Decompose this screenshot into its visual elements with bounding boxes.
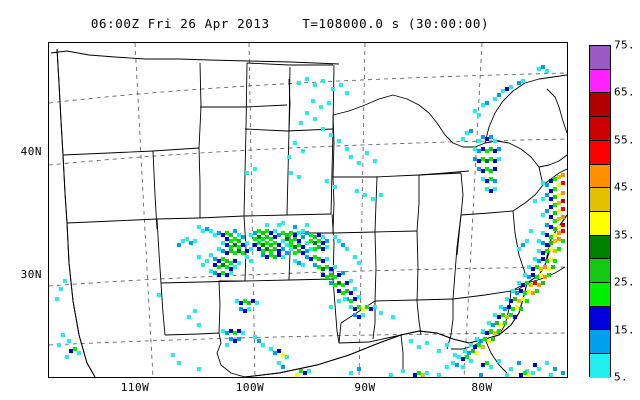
state-boundaries bbox=[51, 49, 567, 377]
colorbar[interactable] bbox=[589, 45, 611, 377]
page-title: 06:00Z Fri 26 Apr 2013 T=108000.0 s (30:… bbox=[0, 16, 580, 31]
colorbar-band-45-50 bbox=[590, 165, 610, 189]
colorbar-band-50-55 bbox=[590, 141, 610, 165]
x-tick-label-1: 100W bbox=[220, 381, 280, 394]
map-canvas bbox=[49, 43, 567, 377]
map-plot-area bbox=[48, 42, 568, 378]
colorbar-tick-55: 55. bbox=[614, 133, 635, 146]
echo-texas-gulf bbox=[55, 279, 565, 377]
colorbar-band-55-60 bbox=[590, 117, 610, 141]
colorbar-band-15-20 bbox=[590, 307, 610, 331]
colorbar-band-35-40 bbox=[590, 212, 610, 236]
graticule-lines bbox=[49, 43, 567, 377]
colorbar-band-40-45 bbox=[590, 188, 610, 212]
colorbar-tick-5: 5. bbox=[614, 371, 628, 384]
colorbar-tick-15: 15. bbox=[614, 323, 635, 336]
x-tick-label-0: 110W bbox=[105, 381, 165, 394]
colorbar-tick-75: 75. bbox=[614, 39, 635, 52]
x-tick-label-3: 80W bbox=[452, 381, 512, 394]
colorbar-band-30-35 bbox=[590, 236, 610, 260]
colorbar-band-10-15 bbox=[590, 330, 610, 354]
x-tick-label-2: 90W bbox=[335, 381, 395, 394]
colorbar-tick-35: 35. bbox=[614, 228, 635, 241]
radar-echo-layer bbox=[55, 65, 565, 377]
colorbar-band-5-10 bbox=[590, 354, 610, 378]
echo-atlantic-line bbox=[445, 173, 565, 369]
colorbar-tick-25: 25. bbox=[614, 276, 635, 289]
y-tick-label-0: 40N bbox=[4, 145, 42, 158]
y-tick-label-1: 30N bbox=[4, 268, 42, 281]
colorbar-band-60-65 bbox=[590, 93, 610, 117]
colorbar-band-25-30 bbox=[590, 259, 610, 283]
colorbar-band-20-25 bbox=[590, 283, 610, 307]
colorbar-band-65-70 bbox=[590, 70, 610, 94]
colorbar-tick-45: 45. bbox=[614, 181, 635, 194]
colorbar-tick-65: 65. bbox=[614, 86, 635, 99]
echo-northeast bbox=[461, 65, 549, 193]
colorbar-band-70-75 bbox=[590, 46, 610, 70]
